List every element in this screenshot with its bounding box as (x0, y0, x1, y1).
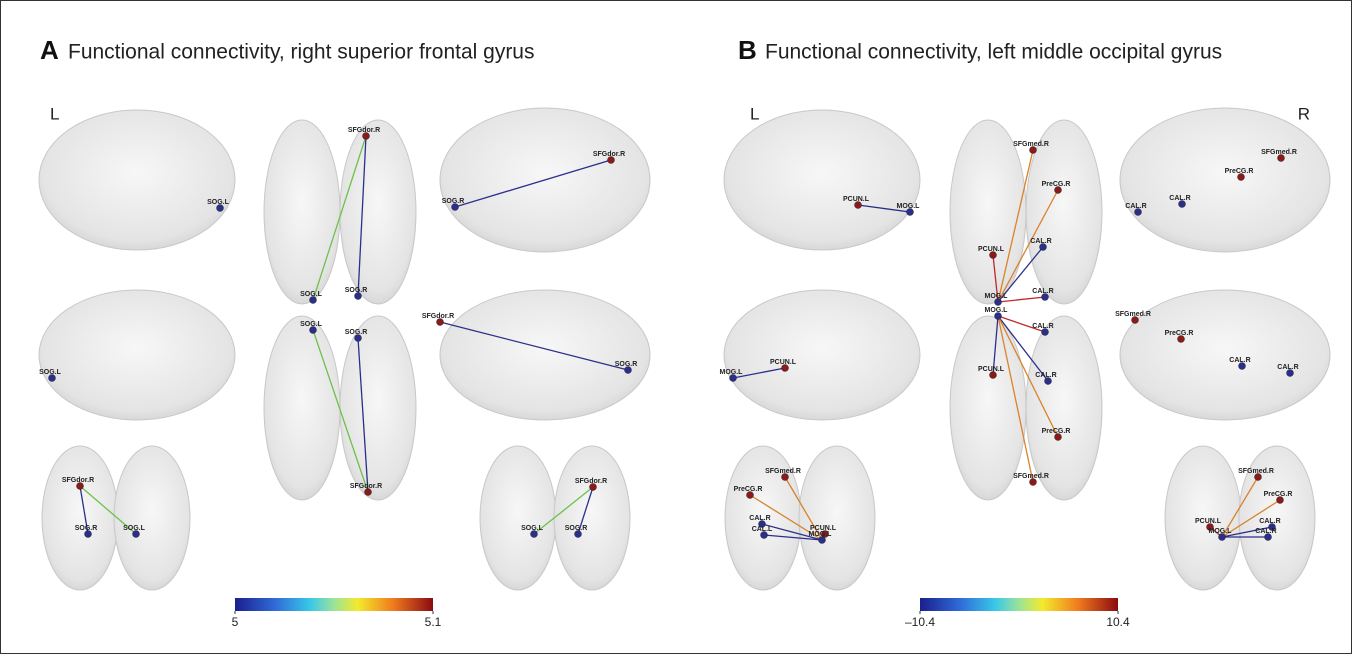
brain (39, 110, 235, 250)
brain (39, 290, 235, 420)
node-label: PreCG.R (734, 486, 763, 493)
node-label: PreCG.R (1165, 330, 1194, 337)
node-label: SOG.L (300, 291, 323, 298)
brain (799, 446, 875, 590)
node-label: PreCG.R (1225, 168, 1254, 175)
brain (554, 446, 630, 590)
node-label: CAL.R (749, 515, 770, 522)
node-label: SOG.L (207, 199, 230, 206)
node-label: PCUN.L (843, 196, 870, 203)
node-label: CAL.R (1259, 518, 1280, 525)
node-label: CAL.R (1030, 238, 1051, 245)
node-label: SOG.R (345, 287, 368, 294)
panel-letter: B (738, 35, 757, 65)
brain (42, 446, 118, 590)
colorbar-tick-label: 5 (232, 615, 239, 629)
node-label: CAL.R (1032, 288, 1053, 295)
node-label: CAL.L (752, 526, 773, 533)
node-label: PCUN.L (978, 366, 1005, 373)
colorbar (920, 598, 1118, 611)
node-label: SOG.R (442, 198, 465, 205)
colorbar-tick-label: 5.1 (425, 615, 442, 629)
brain (264, 120, 340, 304)
node-label: SFGdor.R (350, 483, 382, 490)
node-label: MOG.L (809, 531, 833, 538)
panel-letter: A (40, 35, 59, 65)
brain (480, 446, 556, 590)
colorbar-tick-label: –10.4 (905, 615, 935, 629)
node-label: PCUN.L (978, 246, 1005, 253)
brain (264, 316, 340, 500)
node-label: SOG.L (300, 321, 323, 328)
side-label: R (1298, 104, 1310, 123)
node-label: MOG.L (985, 293, 1009, 300)
side-label: L (50, 104, 59, 123)
node-label: SOG.R (345, 329, 368, 336)
node-label: CAL.R (1125, 203, 1146, 210)
node-label: PreCG.R (1042, 181, 1071, 188)
node-label: SOG.L (521, 525, 544, 532)
brain (724, 290, 920, 420)
brain (114, 446, 190, 590)
node-label: SFGdor.R (593, 151, 625, 158)
node-label: PreCG.R (1264, 491, 1293, 498)
node-label: PCUN.L (1195, 518, 1222, 525)
node-label: SFGdor.R (62, 477, 94, 484)
node-label: SOG.L (123, 525, 146, 532)
node-label: SOG.R (75, 525, 98, 532)
node-label: CAL.R (1255, 528, 1276, 535)
node-label: CAL.R (1169, 195, 1190, 202)
node-label: SFGdor.R (422, 313, 454, 320)
colorbar (235, 598, 433, 611)
node-label: CAL.R (1035, 372, 1056, 379)
node-label: SOG.L (39, 369, 62, 376)
brain (340, 120, 416, 304)
panel-title: Functional connectivity, right superior … (68, 41, 535, 64)
side-label: L (750, 104, 759, 123)
node-label: PreCG.R (1042, 428, 1071, 435)
brain (1120, 108, 1330, 252)
node-label: MOG.L (897, 203, 921, 210)
node-label: SFGdor.R (575, 478, 607, 485)
brain (724, 110, 920, 250)
brain (1120, 290, 1330, 420)
node-label: PCUN.L (770, 359, 797, 366)
brain (340, 316, 416, 500)
node-label: SOG.R (565, 525, 588, 532)
node-label: CAL.R (1277, 364, 1298, 371)
node-label: CAL.R (1229, 357, 1250, 364)
node-label: SFGmed.R (1115, 311, 1151, 318)
node-label: MOG.L (720, 369, 744, 376)
node-label: SFGdor.R (348, 127, 380, 134)
node-label: SFGmed.R (1261, 149, 1297, 156)
node-label: SFGmed.R (1013, 141, 1049, 148)
node-label: SOG.R (615, 361, 638, 368)
node-label: SFGmed.R (1013, 473, 1049, 480)
brain (440, 290, 650, 420)
figure: A Functional connectivity, right superior… (0, 0, 1352, 654)
node-label: SFGmed.R (1238, 468, 1274, 475)
node-label: CAL.R (1032, 323, 1053, 330)
node-label: MOG.L (985, 307, 1009, 314)
colorbar-tick-label: 10.4 (1106, 615, 1130, 629)
node-label: SFGmed.R (765, 468, 801, 475)
node-label: MOG.L (1209, 528, 1233, 535)
panel-title: Functional connectivity, left middle occ… (765, 41, 1222, 64)
